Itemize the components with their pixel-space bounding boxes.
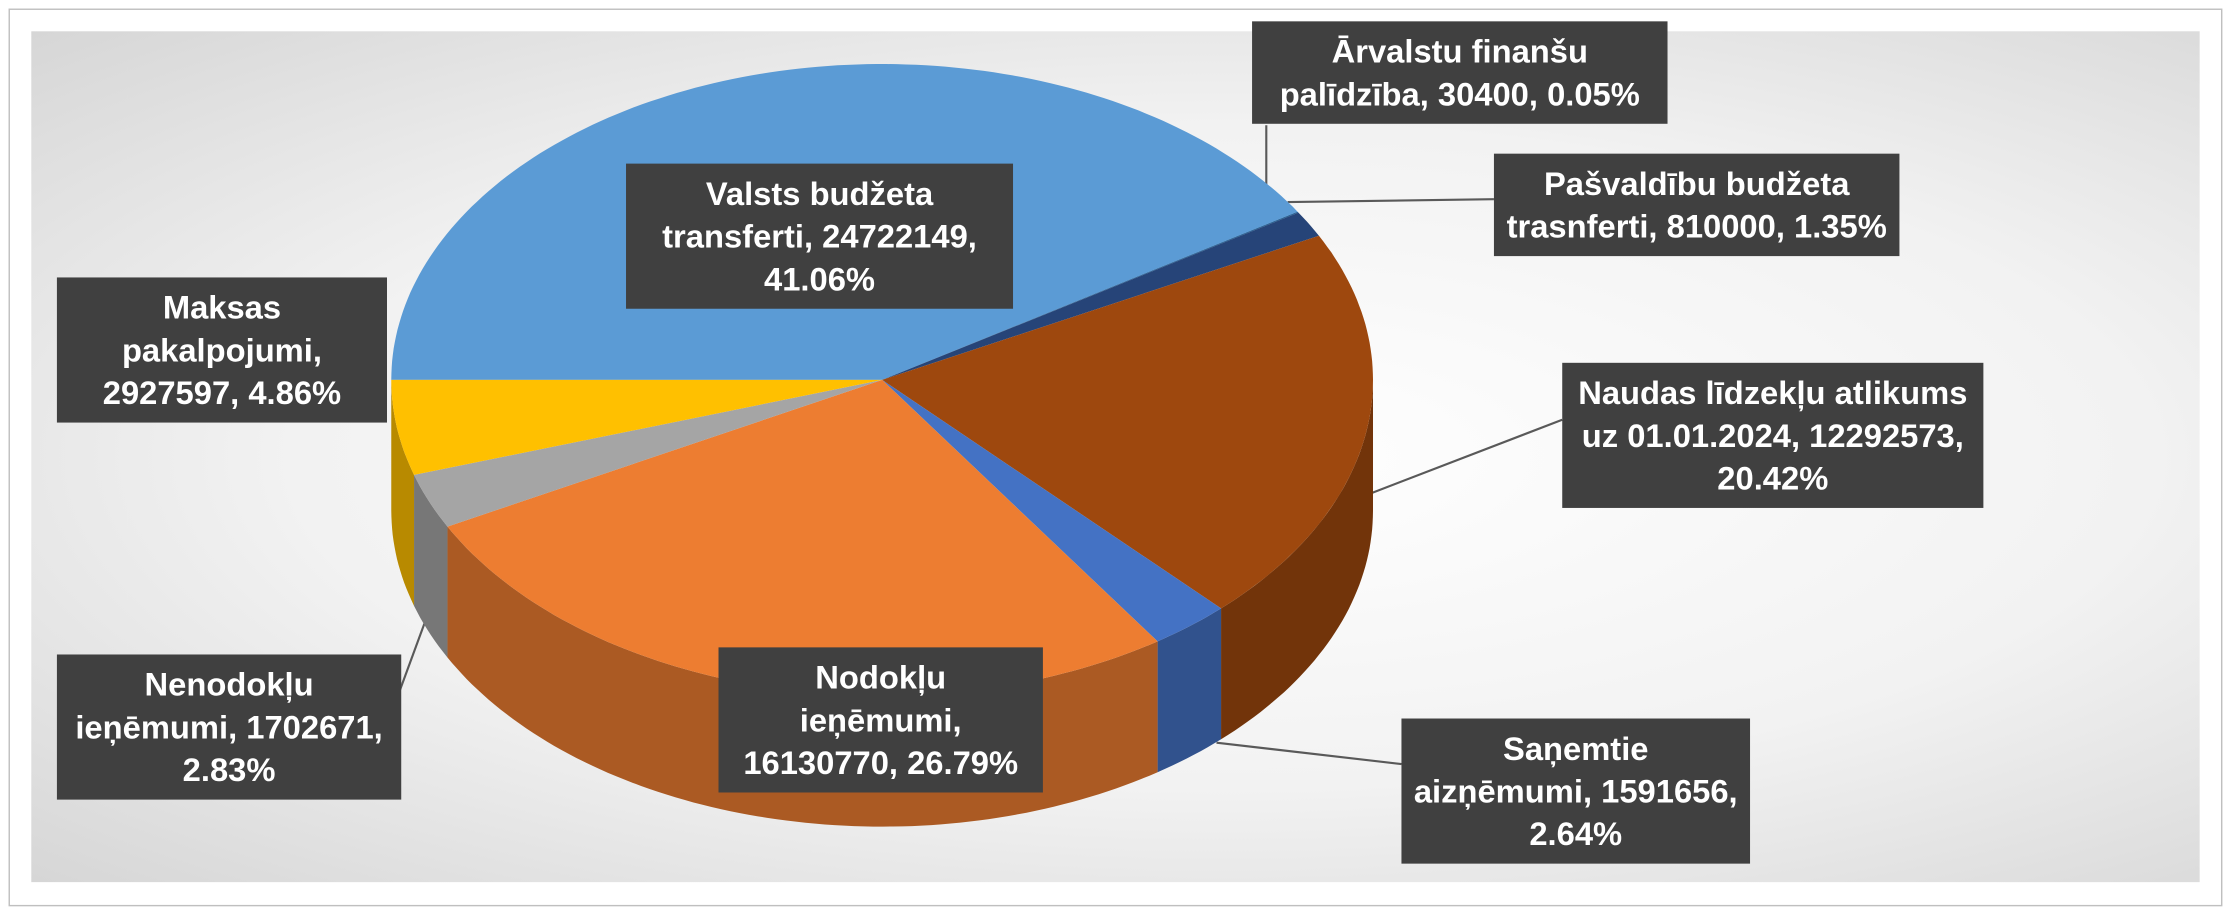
slice [391, 379, 883, 475]
slice-side [1221, 379, 1374, 740]
data-label: Ārvalstu finanšu palīdzība, 30400, 0.05% [1252, 21, 1668, 124]
data-label: Nenodokļu ieņēmumi, 1702671, 2.83% [56, 654, 402, 800]
slice [882, 211, 1299, 380]
data-label: Saņemtie aizņēmumi, 1591656, 2.64% [1401, 718, 1751, 864]
slice [882, 379, 1222, 642]
leader-lines [397, 125, 1563, 766]
leader-line [1358, 418, 1563, 499]
slice [414, 379, 883, 527]
slice-side [414, 474, 448, 658]
slice-side [391, 379, 415, 606]
slice-side [1157, 608, 1222, 773]
slice [882, 212, 1319, 380]
leader-line [1216, 741, 1402, 766]
slice [447, 379, 1158, 696]
pie-tops [391, 64, 1374, 696]
data-label: Naudas līdzekļu atlikums uz 01.01.2024, … [1562, 362, 1984, 508]
data-label: Pašvaldību budžeta trasnferti, 810000, 1… [1493, 153, 1900, 257]
leader-line [1287, 198, 1494, 204]
data-label: Maksas pakalpojumi, 2927597, 4.86% [56, 277, 388, 423]
slice [882, 235, 1374, 609]
data-label: Valsts budžeta transferti, 24722149, 41.… [626, 163, 1014, 309]
data-label: Nodokļu ieņēmumi, 16130770, 26.79% [718, 647, 1043, 793]
